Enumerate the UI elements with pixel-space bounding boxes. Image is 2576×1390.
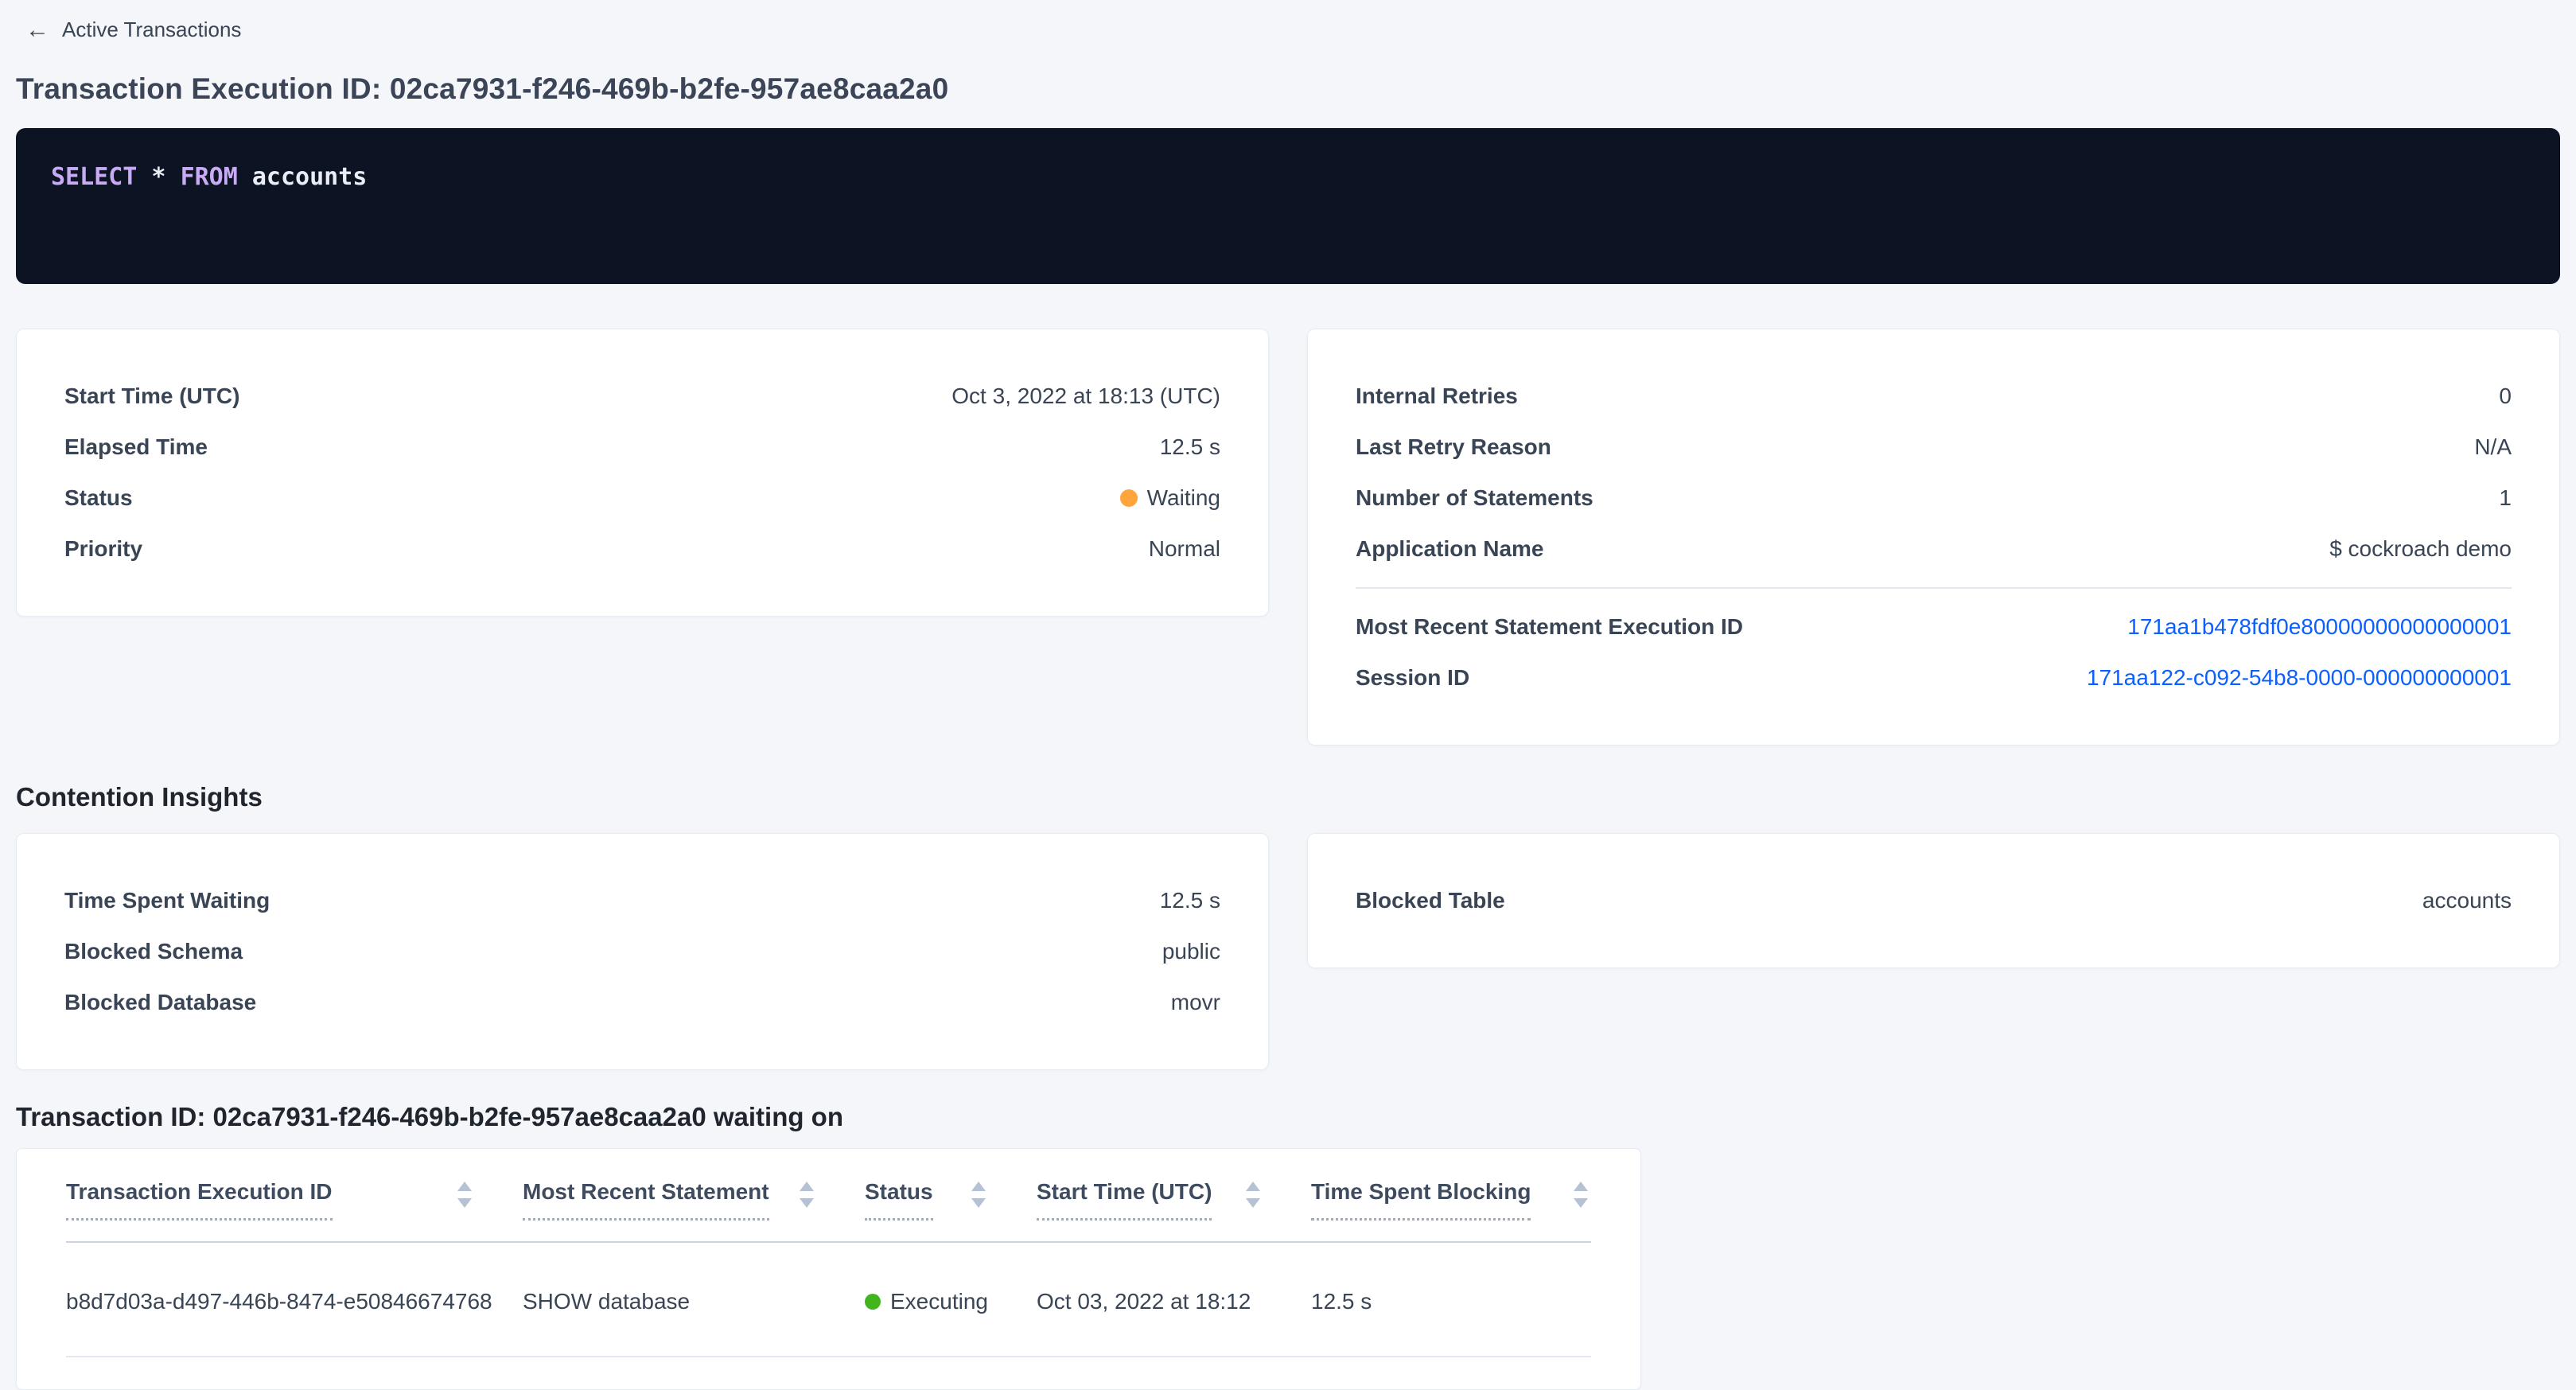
time-spent-waiting-value: 12.5 s bbox=[1159, 888, 1220, 913]
sort-desc-icon bbox=[1574, 1197, 1588, 1208]
sql-statement: SELECT * FROM accounts bbox=[51, 162, 2525, 193]
sort-icon[interactable] bbox=[800, 1181, 814, 1208]
back-arrow-icon: ← bbox=[25, 16, 49, 43]
column-header-most-recent-statement[interactable]: Most Recent Statement bbox=[523, 1178, 865, 1221]
cell-start-time: Oct 03, 2022 at 18:12 bbox=[1037, 1289, 1251, 1314]
sort-icon[interactable] bbox=[457, 1181, 472, 1208]
blocked-table-row: Blocked Table accounts bbox=[1356, 875, 2512, 926]
sort-icon[interactable] bbox=[1246, 1181, 1260, 1208]
priority-label: Priority bbox=[64, 536, 143, 561]
blocked-schema-row: Blocked Schema public bbox=[64, 926, 1220, 977]
application-name-value: $ cockroach demo bbox=[2329, 536, 2512, 561]
back-link[interactable]: ← Active Transactions bbox=[16, 13, 241, 42]
statement-execution-id-link[interactable]: 171aa1b478fdf0e80000000000000001 bbox=[2127, 614, 2512, 639]
blocked-database-value: movr bbox=[1170, 990, 1220, 1014]
application-name-row: Application Name $ cockroach demo bbox=[1356, 524, 2512, 574]
contention-insights-heading: Contention Insights bbox=[16, 782, 263, 812]
status-executing-dot-icon bbox=[865, 1294, 881, 1310]
internal-retries-label: Internal Retries bbox=[1356, 384, 1518, 408]
blocked-schema-value: public bbox=[1162, 939, 1220, 964]
sort-asc-icon bbox=[1246, 1181, 1260, 1191]
status-value: Waiting bbox=[1119, 485, 1220, 511]
status-label: Status bbox=[64, 485, 133, 510]
time-spent-waiting-label: Time Spent Waiting bbox=[64, 888, 270, 913]
last-retry-reason-value: N/A bbox=[2474, 434, 2512, 459]
internal-retries-value: 0 bbox=[2499, 384, 2512, 408]
sort-asc-icon bbox=[457, 1181, 472, 1191]
status-value-text: Waiting bbox=[1146, 485, 1220, 510]
page-title: Transaction Execution ID: 02ca7931-f246-… bbox=[16, 72, 949, 105]
priority-row: Priority Normal bbox=[64, 524, 1220, 574]
sort-desc-icon bbox=[457, 1197, 472, 1208]
elapsed-time-row: Elapsed Time 12.5 s bbox=[64, 422, 1220, 473]
column-header-time-spent-blocking[interactable]: Time Spent Blocking bbox=[1311, 1178, 1591, 1221]
sort-asc-icon bbox=[1574, 1181, 1588, 1191]
time-spent-waiting-row: Time Spent Waiting 12.5 s bbox=[64, 875, 1220, 926]
number-of-statements-row: Number of Statements 1 bbox=[1356, 473, 2512, 524]
start-time-row: Start Time (UTC) Oct 3, 2022 at 18:13 (U… bbox=[64, 371, 1220, 422]
column-header-label: Transaction Execution ID bbox=[66, 1178, 333, 1221]
number-of-statements-label: Number of Statements bbox=[1356, 485, 1593, 510]
priority-value: Normal bbox=[1148, 536, 1220, 561]
start-time-label: Start Time (UTC) bbox=[64, 384, 240, 408]
session-id-row: Session ID 171aa122-c092-54b8-0000-00000… bbox=[1356, 652, 2512, 703]
contention-cards-row: Time Spent Waiting 12.5 s Blocked Schema… bbox=[16, 833, 2560, 1070]
blocked-schema-label: Blocked Schema bbox=[64, 939, 243, 964]
sql-keyword-from: FROM bbox=[180, 163, 238, 191]
status-waiting-dot-icon bbox=[1119, 489, 1138, 507]
last-retry-reason-row: Last Retry Reason N/A bbox=[1356, 422, 2512, 473]
sort-icon[interactable] bbox=[971, 1181, 986, 1208]
start-time-value: Oct 3, 2022 at 18:13 (UTC) bbox=[951, 384, 1220, 408]
contention-waiting-card: Time Spent Waiting 12.5 s Blocked Schema… bbox=[16, 833, 1269, 1070]
elapsed-time-label: Elapsed Time bbox=[64, 434, 208, 459]
session-id-link[interactable]: 171aa122-c092-54b8-0000-000000000001 bbox=[2086, 665, 2512, 690]
statement-execution-id-label: Most Recent Statement Execution ID bbox=[1356, 614, 1743, 639]
blocked-database-label: Blocked Database bbox=[64, 990, 257, 1014]
column-header-label: Status bbox=[865, 1178, 933, 1221]
sort-desc-icon bbox=[971, 1197, 986, 1208]
cell-transaction-execution-id: b8d7d03a-d497-446b-8474-e50846674768 bbox=[66, 1289, 492, 1314]
card-divider bbox=[1356, 587, 2512, 589]
sql-table-name: accounts bbox=[237, 163, 368, 191]
cell-status-text: Executing bbox=[890, 1289, 988, 1314]
application-name-label: Application Name bbox=[1356, 536, 1544, 561]
cell-time-spent-blocking: 12.5 s bbox=[1311, 1289, 1372, 1314]
internal-retries-row: Internal Retries 0 bbox=[1356, 371, 2512, 422]
sort-asc-icon bbox=[971, 1181, 986, 1191]
session-id-label: Session ID bbox=[1356, 665, 1470, 690]
sort-desc-icon bbox=[800, 1197, 814, 1208]
blocked-database-row: Blocked Database movr bbox=[64, 977, 1220, 1028]
back-link-label: Active Transactions bbox=[62, 18, 242, 41]
table-row: b8d7d03a-d497-446b-8474-e50846674768 SHO… bbox=[66, 1243, 1591, 1357]
elapsed-time-value: 12.5 s bbox=[1159, 434, 1220, 459]
column-header-label: Time Spent Blocking bbox=[1311, 1178, 1531, 1221]
column-header-label: Most Recent Statement bbox=[523, 1178, 769, 1221]
waiting-on-heading: Transaction ID: 02ca7931-f246-469b-b2fe-… bbox=[16, 1102, 843, 1131]
cell-most-recent-statement: SHOW database bbox=[523, 1289, 691, 1314]
column-header-label: Start Time (UTC) bbox=[1037, 1178, 1212, 1221]
column-header-start-time[interactable]: Start Time (UTC) bbox=[1037, 1178, 1311, 1221]
sort-desc-icon bbox=[1246, 1197, 1260, 1208]
contention-blocked-table-card: Blocked Table accounts bbox=[1307, 833, 2560, 968]
sort-icon[interactable] bbox=[1574, 1181, 1588, 1208]
waiting-on-table-header: Transaction Execution ID Most Recent Sta… bbox=[66, 1178, 1591, 1243]
waiting-on-table-card: Transaction Execution ID Most Recent Sta… bbox=[16, 1148, 1641, 1390]
column-header-status[interactable]: Status bbox=[865, 1178, 1037, 1221]
transaction-summary-card: Start Time (UTC) Oct 3, 2022 at 18:13 (U… bbox=[16, 329, 1269, 617]
summary-cards-row: Start Time (UTC) Oct 3, 2022 at 18:13 (U… bbox=[16, 329, 2560, 746]
number-of-statements-value: 1 bbox=[2499, 485, 2512, 510]
cell-status: Executing bbox=[865, 1289, 1037, 1314]
sql-keyword-select: SELECT bbox=[51, 163, 138, 191]
status-row: Status Waiting bbox=[64, 473, 1220, 524]
sql-star: * bbox=[137, 163, 181, 191]
sql-statement-box: SELECT * FROM accounts bbox=[16, 128, 2560, 284]
column-header-transaction-execution-id[interactable]: Transaction Execution ID bbox=[66, 1178, 523, 1221]
blocked-table-label: Blocked Table bbox=[1356, 888, 1505, 913]
last-retry-reason-label: Last Retry Reason bbox=[1356, 434, 1551, 459]
statement-summary-card: Internal Retries 0 Last Retry Reason N/A… bbox=[1307, 329, 2560, 746]
statement-execution-id-row: Most Recent Statement Execution ID 171aa… bbox=[1356, 602, 2512, 652]
blocked-table-value: accounts bbox=[2422, 888, 2512, 913]
sort-asc-icon bbox=[800, 1181, 814, 1191]
